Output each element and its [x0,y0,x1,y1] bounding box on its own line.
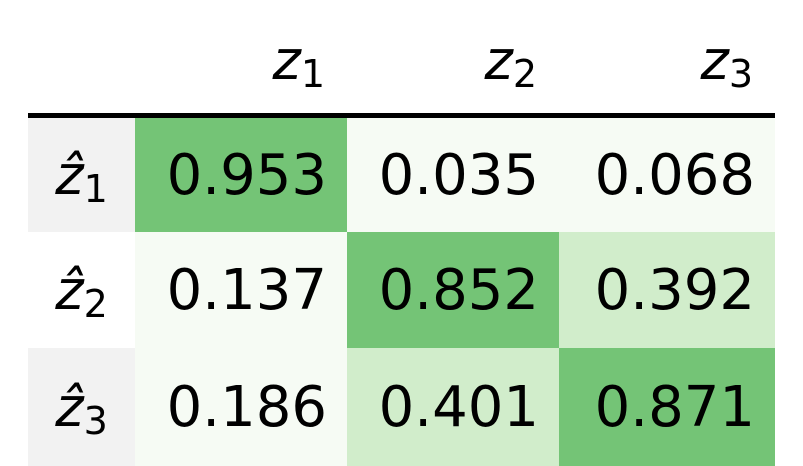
value-cell: 0.871 [559,348,775,466]
subscript: 2 [512,52,537,96]
subscript: 3 [728,52,753,96]
value-cell: 0.852 [347,232,559,348]
symbol: ẑ [55,375,84,439]
symbol: z [272,28,301,92]
value-cell: 0.137 [135,232,347,348]
value-cell: 0.186 [135,348,347,466]
symbol: ẑ [55,143,84,207]
subscript: 1 [300,52,325,96]
symbol: z [700,28,729,92]
value-cell: 0.035 [347,118,559,232]
header-rule [28,113,775,118]
value-cell: 0.401 [347,348,559,466]
subscript: 2 [83,282,108,326]
value-cell: 0.392 [559,232,775,348]
subscript: 1 [83,167,108,211]
symbol: ẑ [55,258,84,322]
symbol: z [484,28,513,92]
value-cell: 0.953 [135,118,347,232]
subscript: 3 [83,399,108,443]
value-cell: 0.068 [559,118,775,232]
